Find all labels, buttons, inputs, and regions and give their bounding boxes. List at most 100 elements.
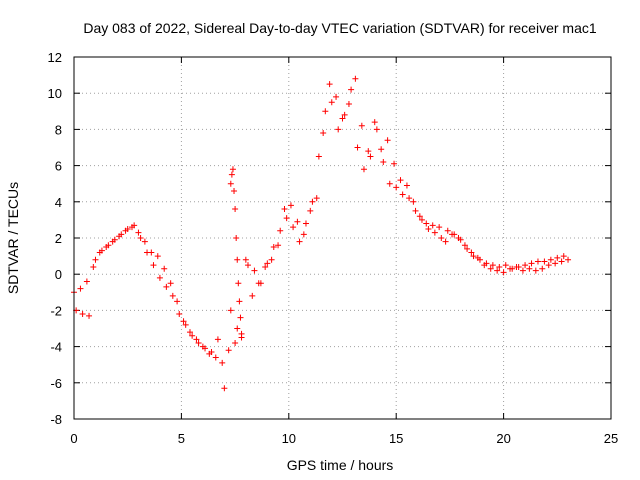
data-point [111, 236, 118, 243]
data-point [345, 101, 352, 108]
data-point [154, 253, 161, 260]
data-point [236, 298, 243, 305]
data-point [500, 269, 507, 276]
data-point [150, 262, 157, 269]
data-point [449, 231, 456, 238]
data-point [92, 256, 99, 263]
data-point [393, 184, 400, 191]
data-point [487, 265, 494, 272]
data-point [163, 283, 170, 290]
data-point [227, 307, 234, 314]
data-point [255, 280, 262, 287]
y-tick-label: 10 [48, 86, 62, 101]
data-point [560, 253, 567, 260]
data-point [234, 325, 241, 332]
x-tick-label: 5 [178, 431, 185, 446]
data-point [444, 227, 451, 234]
data-point [156, 274, 163, 281]
data-point [502, 262, 509, 269]
y-tick-label: 8 [55, 122, 62, 137]
data-point [412, 207, 419, 214]
x-tick-label: 10 [282, 431, 296, 446]
data-point [161, 265, 168, 272]
data-point [264, 260, 271, 267]
data-point [470, 253, 477, 260]
data-point [384, 137, 391, 144]
data-point [354, 144, 361, 151]
data-point [352, 75, 359, 82]
data-point [98, 247, 105, 254]
data-points [71, 75, 572, 392]
data-point [212, 354, 219, 361]
data-point [208, 349, 215, 356]
data-point [552, 260, 559, 267]
data-point [416, 213, 423, 220]
data-point [242, 256, 249, 263]
data-point [309, 198, 316, 205]
data-point [341, 111, 348, 118]
data-point [391, 160, 398, 167]
data-point [167, 280, 174, 287]
y-axis-label: SDTVAR / TECUs [5, 182, 21, 294]
data-point [558, 258, 565, 265]
data-point [406, 195, 413, 202]
y-tick-label: 2 [55, 231, 62, 246]
data-point [135, 229, 142, 236]
data-point [307, 207, 314, 214]
data-point [534, 258, 541, 265]
y-tick-label: -4 [50, 340, 62, 355]
data-point [193, 336, 200, 343]
data-point [367, 153, 374, 160]
data-point [365, 148, 372, 155]
y-tick-label: -2 [50, 303, 62, 318]
data-point [528, 260, 535, 267]
data-point [221, 385, 228, 392]
data-point [481, 262, 488, 269]
data-point [371, 119, 378, 126]
grid [74, 57, 611, 419]
data-point [320, 130, 327, 137]
data-point [90, 263, 97, 270]
data-point [496, 263, 503, 270]
data-point [313, 195, 320, 202]
data-point [513, 263, 520, 270]
x-tick-label: 0 [70, 431, 77, 446]
data-point [232, 339, 239, 346]
data-point [541, 258, 548, 265]
data-point [268, 256, 275, 263]
data-point [315, 153, 322, 160]
data-point [410, 198, 417, 205]
data-point [235, 280, 242, 287]
data-point [380, 158, 387, 165]
data-point [539, 265, 546, 272]
data-point [137, 235, 144, 241]
data-point [300, 231, 307, 238]
data-point [232, 206, 239, 213]
data-point [227, 180, 234, 187]
data-point [386, 180, 393, 187]
data-point [251, 267, 258, 274]
data-point [281, 206, 288, 213]
data-point [294, 218, 301, 225]
data-point [105, 242, 112, 249]
data-point [195, 339, 202, 346]
x-axis-label: GPS time / hours [287, 457, 394, 473]
data-point [234, 256, 241, 263]
data-point [233, 235, 240, 241]
data-point [373, 126, 380, 133]
data-point [526, 265, 533, 272]
data-point [554, 254, 561, 261]
y-tick-label: 4 [55, 195, 62, 210]
data-point [461, 242, 468, 249]
y-tick-label: 12 [48, 50, 62, 65]
data-point [436, 224, 443, 231]
data-point [144, 249, 151, 256]
data-point [403, 182, 410, 189]
data-point [174, 298, 181, 305]
data-point [464, 245, 471, 252]
data-point [262, 263, 269, 270]
data-point [335, 126, 342, 133]
data-point [228, 171, 235, 178]
